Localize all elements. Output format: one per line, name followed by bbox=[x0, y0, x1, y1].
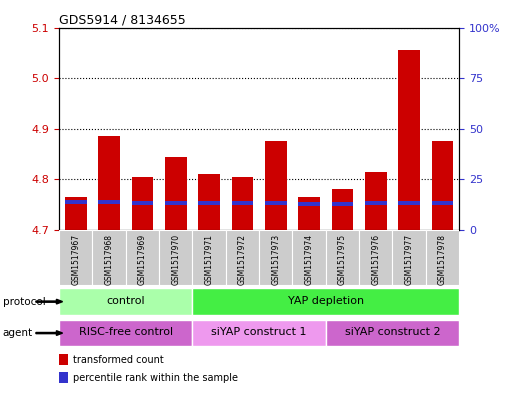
Text: GSM1517967: GSM1517967 bbox=[71, 234, 80, 285]
Text: YAP depletion: YAP depletion bbox=[288, 296, 364, 306]
Bar bbox=[226, 230, 259, 285]
Text: GSM1517968: GSM1517968 bbox=[105, 234, 113, 285]
Bar bbox=[326, 320, 459, 346]
Bar bbox=[59, 230, 92, 285]
Bar bbox=[198, 201, 220, 205]
Bar bbox=[398, 201, 420, 205]
Bar bbox=[392, 230, 426, 285]
Bar bbox=[159, 230, 192, 285]
Bar bbox=[259, 230, 292, 285]
Bar bbox=[431, 141, 453, 230]
Bar bbox=[131, 177, 153, 230]
Text: GSM1517978: GSM1517978 bbox=[438, 234, 447, 285]
Bar bbox=[231, 201, 253, 205]
Bar bbox=[192, 320, 326, 346]
Bar bbox=[98, 136, 120, 230]
Bar bbox=[59, 372, 68, 383]
Bar bbox=[198, 174, 220, 230]
Text: GSM1517975: GSM1517975 bbox=[338, 234, 347, 285]
Bar bbox=[331, 189, 353, 230]
Bar bbox=[431, 201, 453, 205]
Bar bbox=[65, 200, 87, 204]
Bar bbox=[398, 50, 420, 230]
Bar bbox=[65, 197, 87, 230]
Bar bbox=[92, 230, 126, 285]
Bar bbox=[426, 230, 459, 285]
Text: GDS5914 / 8134655: GDS5914 / 8134655 bbox=[59, 14, 186, 27]
Text: control: control bbox=[106, 296, 145, 306]
Text: siYAP construct 2: siYAP construct 2 bbox=[345, 327, 440, 338]
Bar bbox=[192, 288, 459, 315]
Text: RISC-free control: RISC-free control bbox=[78, 327, 173, 338]
Bar bbox=[265, 141, 287, 230]
Bar bbox=[231, 177, 253, 230]
Text: GSM1517972: GSM1517972 bbox=[238, 234, 247, 285]
Text: GSM1517971: GSM1517971 bbox=[205, 234, 213, 285]
Text: GSM1517970: GSM1517970 bbox=[171, 234, 180, 285]
Bar bbox=[131, 201, 153, 205]
Bar bbox=[326, 230, 359, 285]
Bar bbox=[59, 288, 192, 315]
Text: GSM1517976: GSM1517976 bbox=[371, 234, 380, 285]
Text: transformed count: transformed count bbox=[73, 355, 164, 365]
Bar bbox=[165, 201, 187, 205]
Bar bbox=[331, 202, 353, 206]
Text: GSM1517974: GSM1517974 bbox=[305, 234, 313, 285]
Bar bbox=[359, 230, 392, 285]
Bar bbox=[192, 230, 226, 285]
Text: siYAP construct 1: siYAP construct 1 bbox=[211, 327, 307, 338]
Bar bbox=[59, 320, 192, 346]
Text: percentile rank within the sample: percentile rank within the sample bbox=[73, 373, 238, 383]
Text: GSM1517969: GSM1517969 bbox=[138, 234, 147, 285]
Text: agent: agent bbox=[3, 328, 33, 338]
Bar bbox=[298, 197, 320, 230]
Bar bbox=[265, 201, 287, 205]
Text: protocol: protocol bbox=[3, 297, 45, 307]
Bar bbox=[365, 172, 387, 230]
Bar bbox=[365, 201, 387, 205]
Bar bbox=[165, 156, 187, 230]
Text: GSM1517973: GSM1517973 bbox=[271, 234, 280, 285]
Text: GSM1517977: GSM1517977 bbox=[405, 234, 413, 285]
Bar bbox=[59, 354, 68, 365]
Bar bbox=[98, 200, 120, 204]
Bar bbox=[298, 202, 320, 206]
Bar bbox=[126, 230, 159, 285]
Bar bbox=[292, 230, 326, 285]
